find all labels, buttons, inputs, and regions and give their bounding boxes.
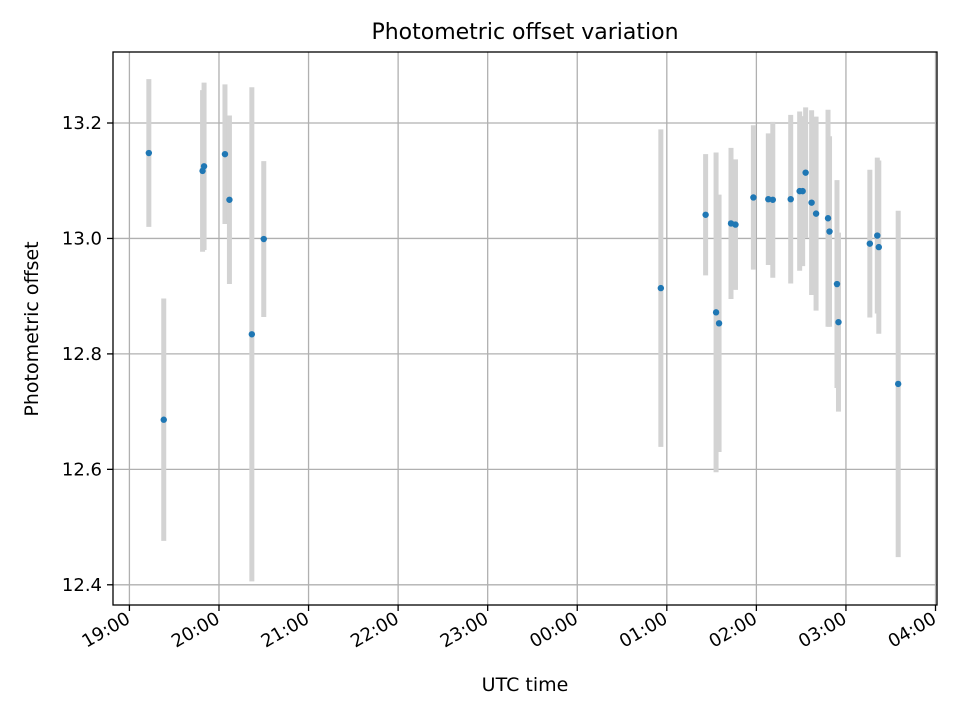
errorbar-layer — [146, 79, 901, 582]
data-point — [894, 380, 902, 388]
y-tick-label: 12.6 — [62, 459, 102, 480]
x-tick-label: 03:00 — [795, 608, 850, 652]
x-tick-label: 00:00 — [526, 608, 581, 652]
y-tick-label: 13.0 — [62, 228, 102, 249]
data-point — [787, 195, 794, 203]
data-point — [826, 228, 833, 235]
x-tick-label: 22:00 — [347, 608, 402, 652]
data-point — [715, 320, 723, 327]
chart-title: Photometric offset variation — [371, 20, 678, 45]
y-tick-label: 12.8 — [62, 344, 102, 365]
data-point — [200, 163, 208, 170]
y-axis-label: Photometric offset — [21, 241, 43, 416]
data-point — [226, 196, 233, 203]
x-tick-label: 20:00 — [168, 608, 223, 652]
data-point — [750, 194, 757, 201]
data-point — [769, 196, 776, 203]
data-point — [802, 169, 809, 176]
x-axis-label: UTC time — [482, 674, 569, 696]
data-point — [732, 221, 739, 228]
data-point — [221, 150, 229, 158]
data-point — [866, 240, 874, 247]
data-point — [260, 235, 267, 243]
data-point — [657, 284, 665, 292]
data-point — [875, 243, 882, 251]
data-point — [812, 210, 820, 217]
data-point — [145, 149, 153, 157]
plot-frame — [112, 51, 938, 606]
y-tick-label: 12.4 — [62, 575, 102, 596]
y-tick-label: 13.2 — [62, 113, 102, 134]
data-point — [835, 318, 842, 326]
x-tick-label: 04:00 — [885, 608, 940, 652]
data-point — [833, 280, 841, 288]
data-point — [702, 211, 709, 218]
x-tick-label: 21:00 — [258, 608, 313, 652]
x-tick-label: 02:00 — [705, 608, 760, 652]
x-tick-label: 19:00 — [78, 608, 133, 652]
x-axis: 19:00 20:00 21:00 22:00 23:00 00:00 01:00 02:00… — [78, 605, 940, 652]
x-tick-label: 01:00 — [616, 608, 671, 652]
data-point — [248, 331, 256, 338]
point-layer — [145, 149, 902, 423]
data-point — [799, 187, 806, 195]
y-axis: 12.4 12.6 12.8 13.0 13.2 — [62, 113, 113, 596]
data-point — [712, 309, 720, 316]
data-point — [874, 232, 881, 239]
x-tick-label: 23:00 — [437, 608, 492, 652]
data-point — [808, 199, 815, 206]
data-point — [160, 416, 167, 423]
data-point — [824, 215, 832, 222]
